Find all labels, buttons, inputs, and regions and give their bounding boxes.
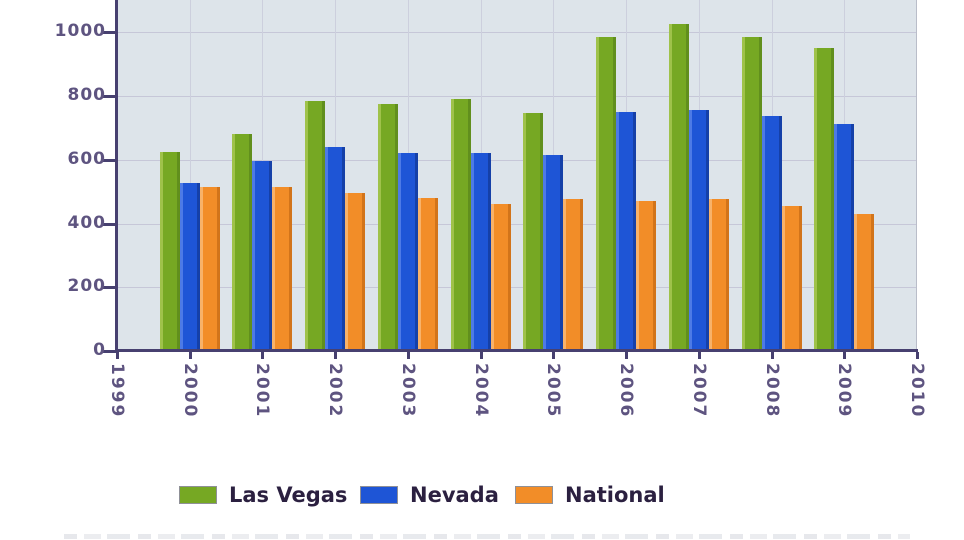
- bar-las-vegas-2000: [160, 152, 180, 349]
- legend-label: Las Vegas: [229, 483, 348, 507]
- bar-nevada-2009: [834, 124, 854, 349]
- x-tick-mark-2000: [189, 352, 192, 359]
- x-tick-label-2003: 2003: [398, 363, 418, 419]
- x-tick-label-2006: 2006: [616, 363, 636, 419]
- y-tick-mark-1000: [103, 31, 116, 35]
- y-tick-mark-800: [103, 95, 116, 99]
- bar-national-2006: [636, 201, 656, 349]
- x-tick-mark-2008: [771, 352, 774, 359]
- x-tick-mark-2010: [916, 352, 919, 359]
- legend-swatch-nevada: [360, 486, 398, 504]
- x-tick-label-2009: 2009: [834, 363, 854, 419]
- x-tick-mark-2001: [261, 352, 264, 359]
- bar-national-2005: [563, 199, 583, 349]
- x-axis-line: [115, 349, 918, 352]
- legend-label: Nevada: [410, 483, 499, 507]
- x-tick-mark-2005: [552, 352, 555, 359]
- bar-national-2000: [200, 187, 220, 349]
- legend-item-nevada: Nevada: [360, 483, 499, 507]
- bar-nevada-2002: [325, 147, 345, 349]
- bar-national-2002: [345, 193, 365, 349]
- bar-nevada-2001: [252, 161, 272, 349]
- x-tick-label-2005: 2005: [543, 363, 563, 419]
- y-tick-mark-400: [103, 222, 116, 226]
- x-tick-mark-2009: [843, 352, 846, 359]
- bar-nevada-2003: [398, 153, 418, 349]
- x-tick-label-2007: 2007: [689, 363, 709, 419]
- bar-national-2001: [272, 187, 292, 349]
- x-tick-mark-2002: [334, 352, 337, 359]
- x-tick-mark-2003: [407, 352, 410, 359]
- bar-las-vegas-2004: [451, 99, 471, 349]
- y-tick-mark-200: [103, 286, 116, 290]
- x-tick-mark-2004: [480, 352, 483, 359]
- y-tick-label-800: 800: [67, 85, 106, 106]
- bar-nevada-2007: [689, 110, 709, 349]
- bar-las-vegas-2003: [378, 104, 398, 349]
- y-tick-label-200: 200: [67, 276, 106, 297]
- gridline-y-600: [117, 159, 916, 161]
- bar-national-2003: [418, 198, 438, 349]
- bar-nevada-2006: [616, 112, 636, 349]
- bar-nevada-2000: [180, 183, 200, 349]
- gridline-y-400: [117, 223, 916, 225]
- x-tick-mark-2006: [625, 352, 628, 359]
- bar-nevada-2008: [762, 116, 782, 349]
- x-tick-label-2001: 2001: [252, 363, 272, 419]
- bar-nevada-2005: [543, 155, 563, 349]
- bar-las-vegas-2009: [814, 48, 834, 349]
- gridline-x-2000: [190, 0, 191, 351]
- y-tick-mark-600: [103, 158, 116, 162]
- x-tick-label-2002: 2002: [325, 363, 345, 419]
- cropped-caption-strip: [64, 534, 910, 539]
- bar-las-vegas-2002: [305, 101, 325, 349]
- x-tick-label-2004: 2004: [471, 363, 491, 419]
- x-tick-label-2010: 2010: [907, 363, 927, 419]
- bar-national-2009: [854, 214, 874, 349]
- bar-las-vegas-2005: [523, 113, 543, 349]
- legend-swatch-national: [515, 486, 553, 504]
- bar-national-2007: [709, 199, 729, 349]
- bar-las-vegas-2007: [669, 24, 689, 349]
- plot-area: [117, 0, 917, 351]
- x-tick-mark-2007: [698, 352, 701, 359]
- bar-national-2004: [491, 204, 511, 349]
- legend-swatch-las-vegas: [179, 486, 217, 504]
- bar-las-vegas-2008: [742, 37, 762, 349]
- y-tick-label-600: 600: [67, 148, 106, 169]
- y-tick-label-400: 400: [67, 212, 106, 233]
- x-tick-label-2008: 2008: [762, 363, 782, 419]
- y-tick-mark-0: [103, 350, 116, 353]
- x-tick-label-2000: 2000: [180, 363, 200, 419]
- legend-item-las-vegas: Las Vegas: [179, 483, 347, 507]
- gridline-y-200: [117, 287, 916, 289]
- x-tick-mark-1999: [116, 352, 119, 359]
- y-tick-label-1000: 1000: [54, 21, 106, 42]
- gridline-y-800: [117, 96, 916, 98]
- x-tick-label-1999: 1999: [107, 363, 127, 419]
- bar-national-2008: [782, 206, 802, 349]
- legend-item-national: National: [515, 483, 665, 507]
- legend-label: National: [565, 483, 665, 507]
- bar-las-vegas-2006: [596, 37, 616, 349]
- bar-nevada-2004: [471, 153, 491, 349]
- bar-las-vegas-2001: [232, 134, 252, 349]
- y-tick-label-0: 0: [93, 340, 106, 360]
- gridline-y-1000: [117, 32, 916, 34]
- y-axis-line: [115, 0, 118, 352]
